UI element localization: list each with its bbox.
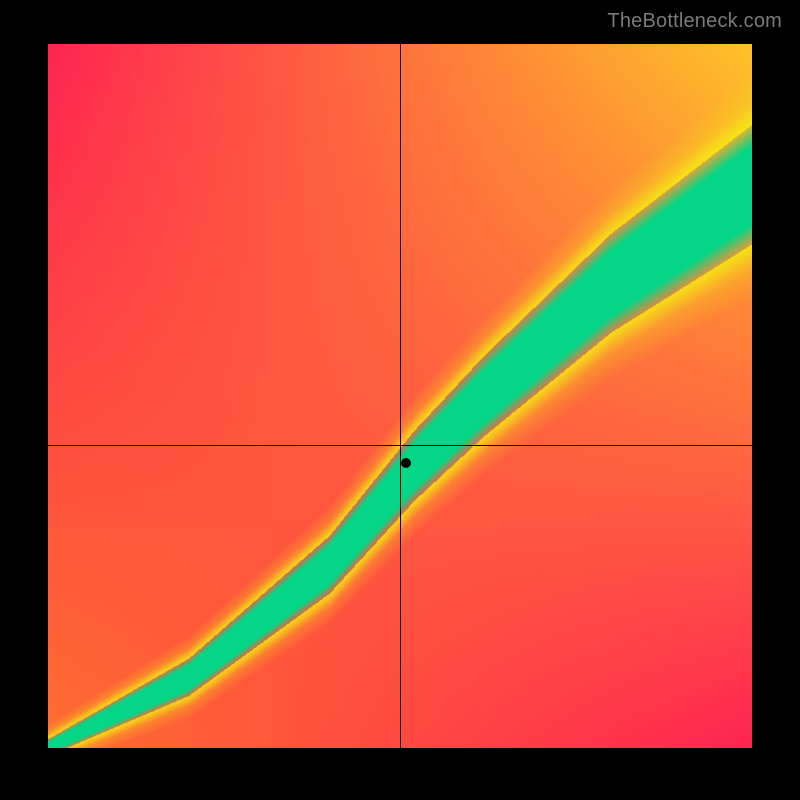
watermark: TheBottleneck.com <box>607 10 782 33</box>
selection-marker <box>401 458 411 468</box>
crosshair-vertical <box>400 44 401 748</box>
heatmap-plot <box>48 44 752 748</box>
